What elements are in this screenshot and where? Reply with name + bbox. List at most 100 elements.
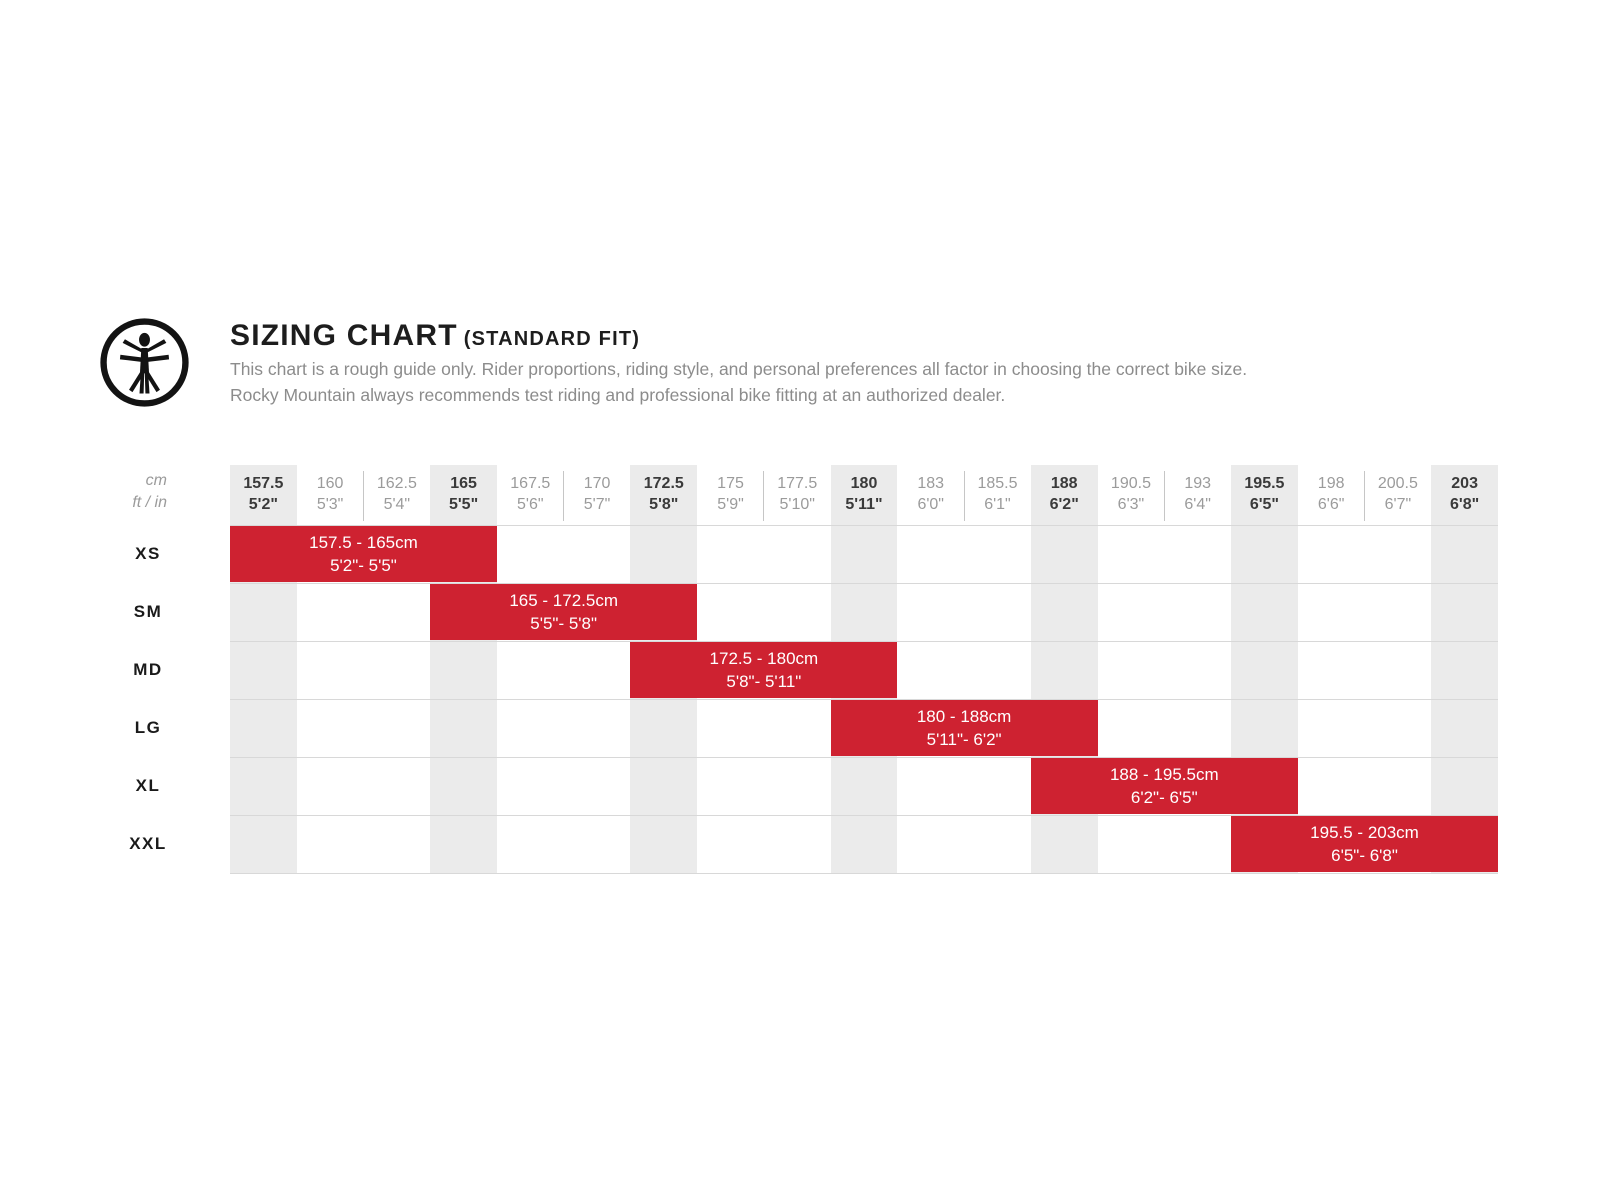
height-ftin-label: 6'8" xyxy=(1450,496,1480,513)
chart-subtitle: (STANDARD FIT) xyxy=(463,328,641,350)
header-divider-line xyxy=(1364,471,1366,521)
description-line-2: Rocky Mountain always recommends test ri… xyxy=(230,385,1006,405)
height-ftin-label: 5'11" xyxy=(845,496,883,513)
height-column-header: 185.5 6'1" xyxy=(964,465,1031,525)
description-line-1: This chart is a rough guide only. Rider … xyxy=(230,359,1248,379)
height-ftin-label: 5'7" xyxy=(583,496,611,513)
height-cm-label: 188 xyxy=(1050,475,1078,492)
height-cm-label: 200.5 xyxy=(1377,475,1418,492)
size-range-cm: 180 - 188cm xyxy=(916,706,1012,726)
header-divider-line xyxy=(563,471,565,521)
height-column-header: 172.5 5'8" xyxy=(630,465,697,525)
row-divider-line xyxy=(230,641,1498,642)
size-label-sm: SM xyxy=(133,602,163,621)
height-cm-label: 172.5 xyxy=(643,475,684,492)
height-column-header: 177.5 5'10" xyxy=(764,465,831,525)
height-cm-label: 193 xyxy=(1184,475,1212,492)
height-cm-label: 180 xyxy=(850,475,878,492)
height-ftin-label: 6'4" xyxy=(1184,496,1211,513)
row-divider-line xyxy=(230,699,1498,700)
size-range-bar-sm: 165 - 172.5cm 5'5"- 5'8" xyxy=(430,584,698,640)
height-column-header: 167.5 5'6" xyxy=(497,465,564,525)
size-range-ftin: 6'2"- 6'5" xyxy=(1130,788,1198,807)
header-divider-line xyxy=(1163,471,1165,521)
header-divider-line xyxy=(963,471,965,521)
height-cm-label: 167.5 xyxy=(510,475,551,492)
size-range-bar-xl: 188 - 195.5cm 6'2"- 6'5" xyxy=(1030,758,1298,814)
header-divider-line xyxy=(763,471,765,521)
height-ftin-label: 5'6" xyxy=(517,496,544,513)
unit-legend: cm ft / in xyxy=(80,470,167,514)
height-cm-label: 177.5 xyxy=(777,475,818,492)
height-ftin-label: 6'1" xyxy=(984,496,1011,513)
height-ftin-label: 6'2" xyxy=(1049,496,1079,513)
height-column-header: 195.5 6'5" xyxy=(1231,465,1298,525)
height-ftin-label: 6'6" xyxy=(1317,496,1345,513)
height-column-header: 198 6'6" xyxy=(1298,465,1365,525)
height-ftin-label: 5'3" xyxy=(316,496,344,513)
height-ftin-label: 6'3" xyxy=(1117,496,1145,513)
height-column-header: 203 6'8" xyxy=(1431,465,1498,525)
size-range-cm: 172.5 - 180cm xyxy=(709,648,819,668)
height-column-header: 170 5'7" xyxy=(564,465,631,525)
height-ftin-label: 5'9" xyxy=(717,496,744,513)
height-column-header: 160 5'3" xyxy=(297,465,364,525)
highlighted-column-stripe xyxy=(1431,465,1498,873)
row-divider-line xyxy=(230,873,1498,874)
height-cm-label: 170 xyxy=(583,475,611,492)
row-divider-line xyxy=(230,525,1498,526)
size-range-cm: 165 - 172.5cm xyxy=(509,590,619,610)
height-ftin-label: 6'7" xyxy=(1384,496,1412,513)
size-range-ftin: 5'2"- 5'5" xyxy=(330,556,397,575)
height-column-header: 190.5 6'3" xyxy=(1098,465,1165,525)
height-column-header: 157.5 5'2" xyxy=(230,465,297,525)
size-range-bar-xxl: 195.5 - 203cm 6'5"- 6'8" xyxy=(1231,816,1498,872)
size-label-md: MD xyxy=(133,660,163,679)
row-divider-line xyxy=(230,583,1498,584)
row-divider-line xyxy=(230,815,1498,816)
height-cm-label: 162.5 xyxy=(376,475,417,492)
height-ftin-label: 5'10" xyxy=(779,496,815,513)
size-range-ftin: 6'5"- 6'8" xyxy=(1331,846,1398,865)
height-cm-label: 203 xyxy=(1451,475,1478,492)
height-cm-label: 165 xyxy=(450,475,477,492)
height-ftin-label: 5'4" xyxy=(383,496,411,513)
size-range-bar-md: 172.5 - 180cm 5'8"- 5'11" xyxy=(630,642,898,698)
height-ftin-label: 5'5" xyxy=(448,496,479,513)
size-range-bar-xs: 157.5 - 165cm 5'2"- 5'5" xyxy=(230,526,497,582)
chart-description: This chart is a rough guide only. Rider … xyxy=(230,356,1247,408)
sizing-chart-table: 157.5 5'2" 160 5'3" 162.5 5'4" 165 5'5" 167.5 5'6… xyxy=(230,465,1498,874)
height-cm-label: 183 xyxy=(917,475,945,492)
height-cm-label: 185.5 xyxy=(977,475,1018,492)
height-column-header: 200.5 6'7" xyxy=(1365,465,1432,525)
size-label-xl: XL xyxy=(135,776,161,795)
height-column-header: 162.5 5'4" xyxy=(363,465,430,525)
size-label-xxl: XXL xyxy=(129,834,167,853)
size-range-cm: 157.5 - 165cm xyxy=(309,532,418,552)
height-cm-label: 157.5 xyxy=(243,475,284,492)
height-column-header: 188 6'2" xyxy=(1031,465,1098,525)
height-ftin-label: 6'0" xyxy=(917,496,944,513)
size-range-ftin: 5'11"- 6'2" xyxy=(926,730,1002,749)
height-cm-label: 195.5 xyxy=(1244,475,1285,492)
height-cm-label: 175 xyxy=(717,475,744,492)
size-label-column: XS SM MD LG XL XXL xyxy=(100,525,196,873)
height-ftin-label: 5'8" xyxy=(649,496,679,513)
chart-title: SIZING CHART xyxy=(230,319,458,352)
height-column-header: 165 5'5" xyxy=(430,465,497,525)
size-range-cm: 195.5 - 203cm xyxy=(1310,822,1419,842)
height-cm-label: 190.5 xyxy=(1110,475,1151,492)
height-column-header: 183 6'0" xyxy=(897,465,964,525)
height-cm-label: 160 xyxy=(316,475,344,492)
height-column-header: 175 5'9" xyxy=(697,465,764,525)
size-range-ftin: 5'8"- 5'11" xyxy=(726,672,802,691)
height-column-header: 180 5'11" xyxy=(831,465,898,525)
size-range-bar-lg: 180 - 188cm 5'11"- 6'2" xyxy=(830,700,1098,756)
size-range-ftin: 5'5"- 5'8" xyxy=(530,614,598,633)
height-ftin-label: 6'5" xyxy=(1249,496,1279,513)
header-divider-line xyxy=(362,471,364,521)
page-title: SIZING CHART (STANDARD FIT) xyxy=(230,319,640,353)
size-label-lg: LG xyxy=(134,718,162,737)
unit-label-ftin: ft / in xyxy=(132,494,167,511)
